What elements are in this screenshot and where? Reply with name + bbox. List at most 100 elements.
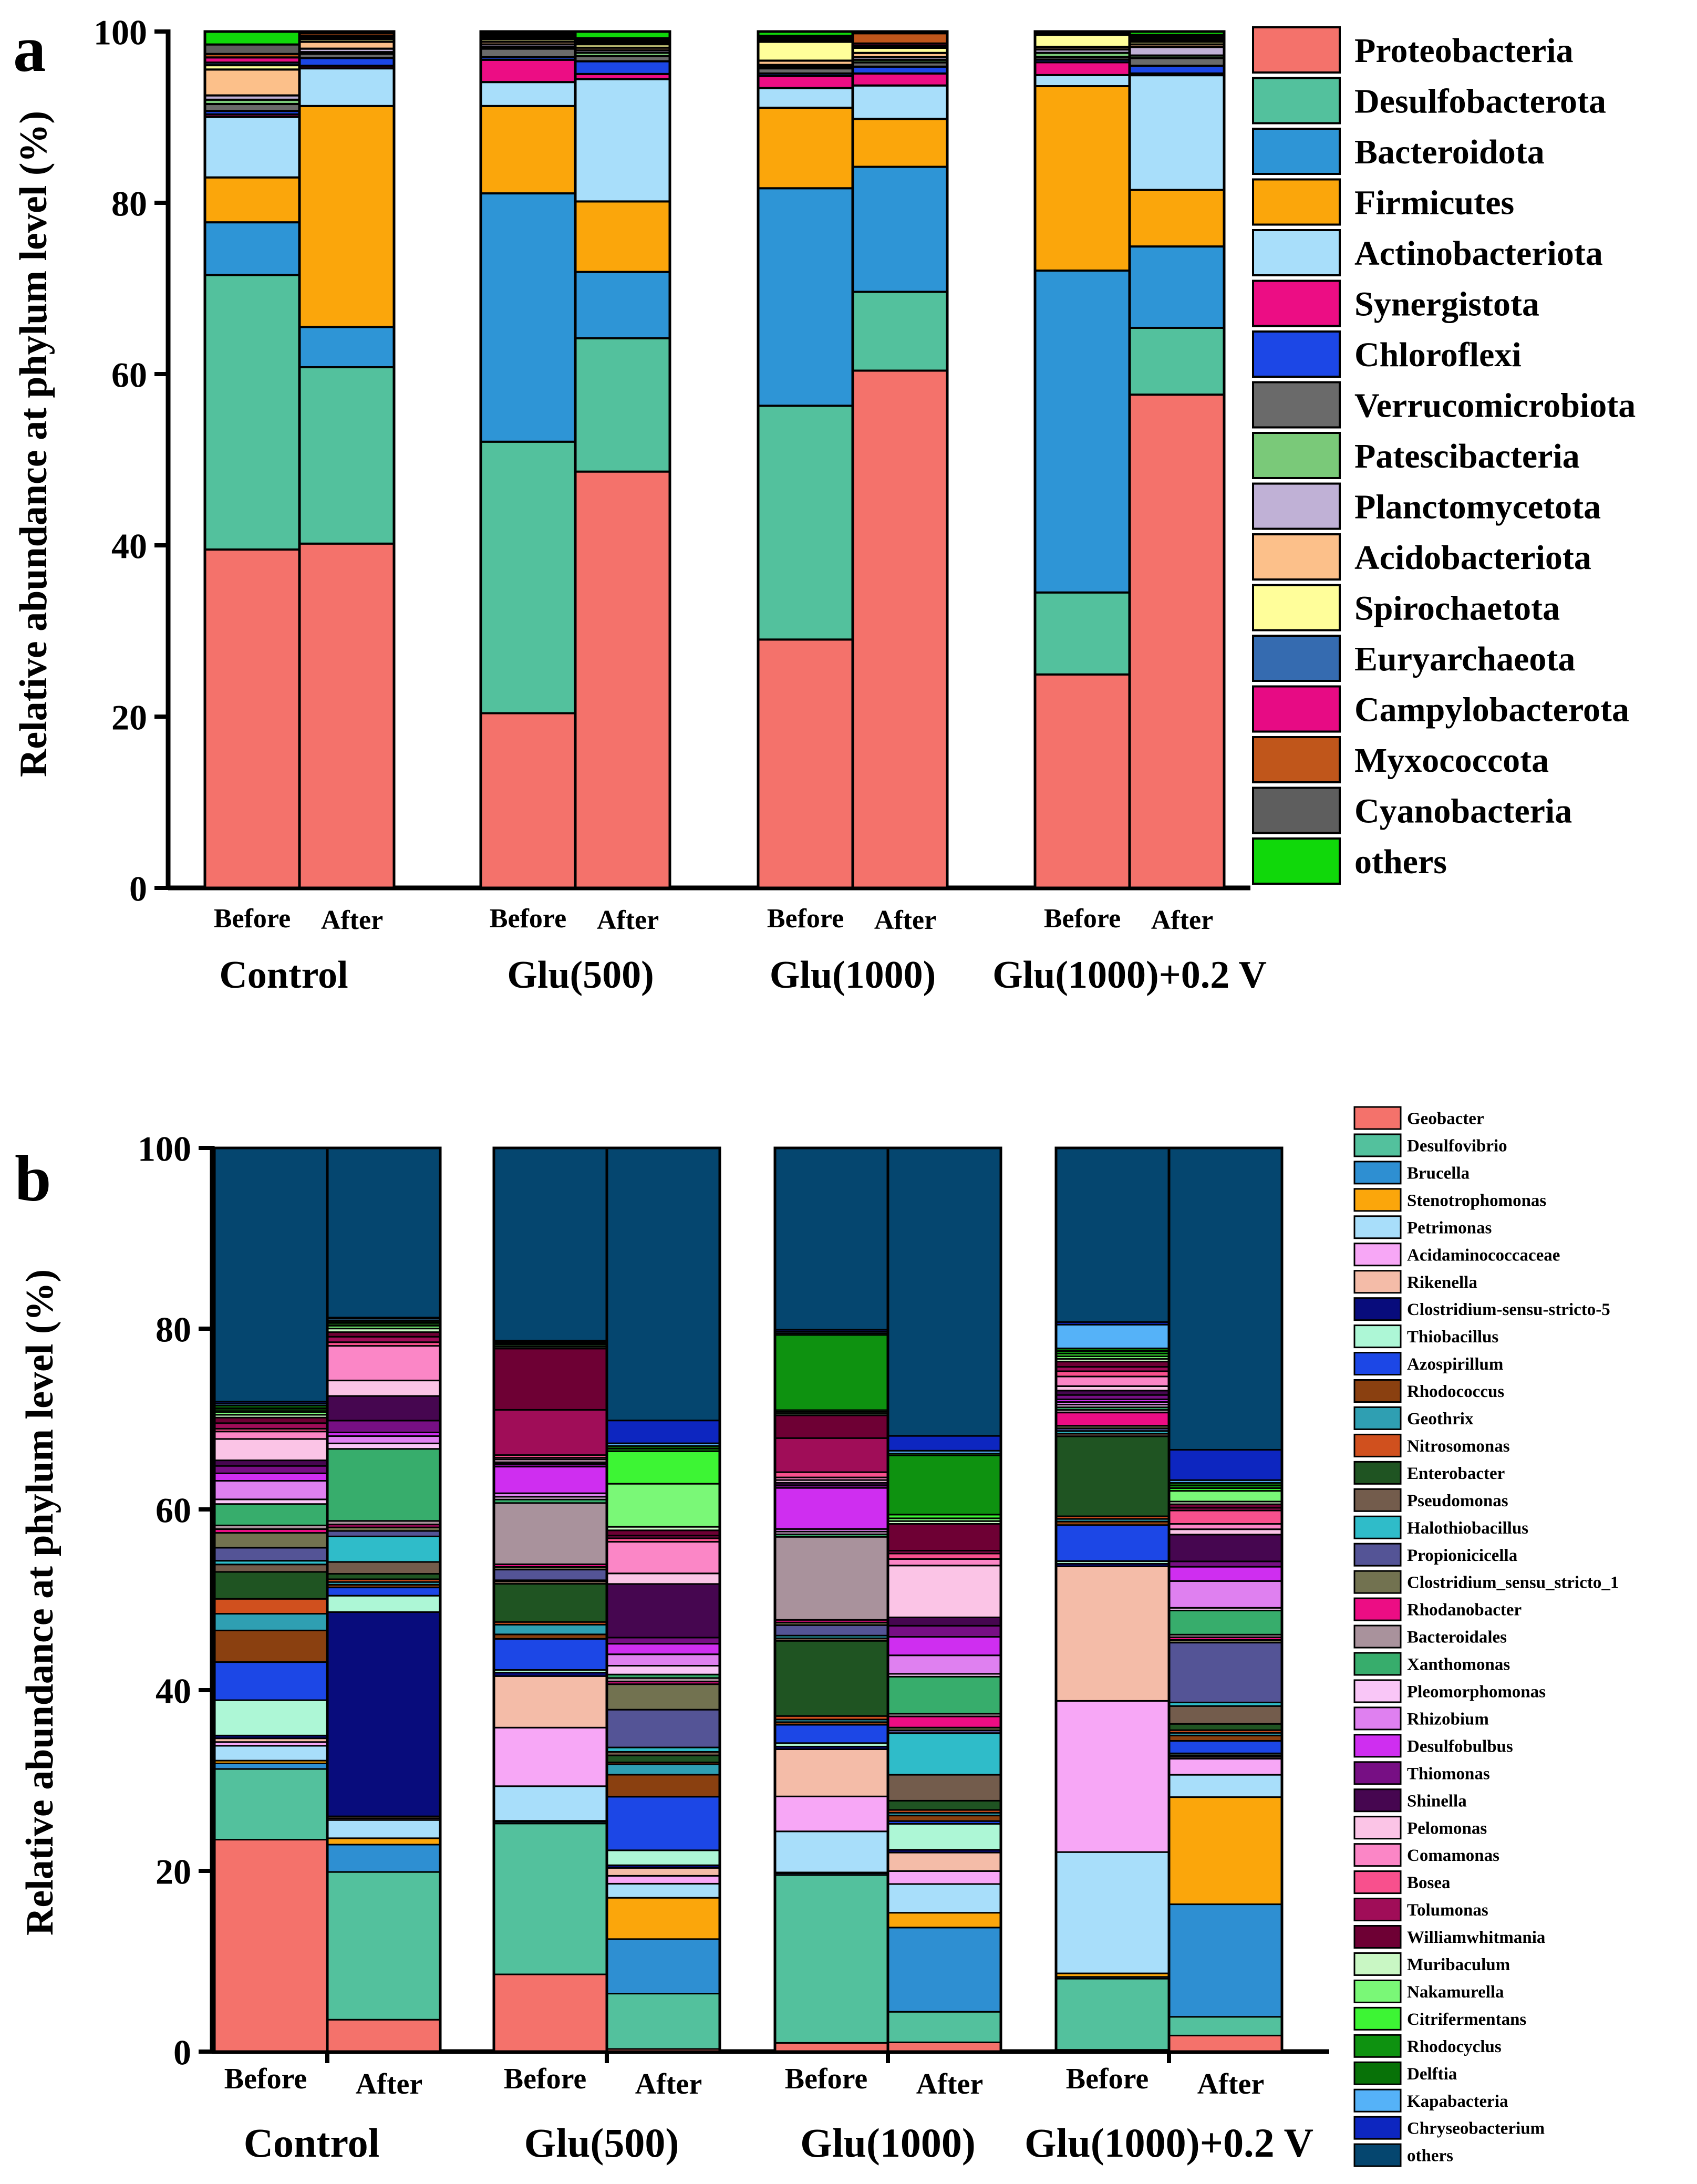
b-legend-label-xanthomonas: Xanthomonas (1407, 1655, 1510, 1674)
b-segment-glu-1000-before-rhodocyclus (774, 1334, 889, 1411)
b-segment-glu-500-before-geothrix (493, 1623, 608, 1636)
a-segment-glu-500-after-firmicutes (574, 200, 671, 273)
panel-b-legend: Geobacter Desulfovibrio Brucella Stenotroph… (1353, 1106, 1619, 2167)
b-legend-label-pelomonas: Pelomonas (1407, 1819, 1487, 1838)
b-bar-control-before (213, 1146, 329, 2053)
a-bar-outline-glu-1000-after (851, 30, 949, 889)
b-segment-glu-500-before-azospirillum (493, 1638, 608, 1671)
b-segment-control-before-desulfobulbus (213, 1472, 328, 1482)
a-segment-glu-1000-before-actinobacteriota (757, 87, 854, 109)
a-segment-glu-1000-0-2-v-before-synergistota (1034, 61, 1131, 76)
b-legend-item-azospirillum: Azospirillum (1353, 1352, 1503, 1376)
b-bar-outline-control-after (326, 1146, 442, 2053)
b-segment-glu-1000-0-2-v-before-rhodanobacter (1055, 1412, 1170, 1427)
b-segment-glu-1000-after-rhodocyclus (887, 1454, 1002, 1516)
a-bar-control-before (203, 30, 301, 889)
b-legend-label-rhizobium: Rhizobium (1407, 1710, 1489, 1728)
b-y-tick-label-60: 60 (156, 1490, 191, 1530)
b-segment-glu-500-after-rikenella (606, 1867, 721, 1877)
b-legend-swatch-rikenella (1353, 1270, 1402, 1294)
b-segment-glu-500-after-williamwhitmania (606, 1529, 721, 1537)
panel-b-plot-area: 0 20 40 60 80 100 Before After Before After Before… (138, 1129, 1329, 2166)
b-legend-label-comamonas: Comamonas (1407, 1846, 1499, 1865)
b-legend-label-pseudomonas: Pseudomonas (1407, 1492, 1508, 1510)
a-bar-outline-glu-500-after (574, 30, 671, 889)
a-legend-swatch-euryarchaeota (1252, 635, 1341, 682)
b-legend-label-desulfobulbus: Desulfobulbus (1407, 1737, 1513, 1756)
b-legend-label-delftia: Delftia (1407, 2065, 1457, 2084)
b-segment-glu-1000-0-2-v-after-acidaminococcaceae (1168, 1758, 1283, 1776)
b-legend-label-clostridium-sensu-stricto-1: Clostridium_sensu_stricto_1 (1407, 1574, 1619, 1592)
a-y-tick-label-0: 0 (129, 868, 147, 908)
a-legend-swatch-bacteroidota (1252, 128, 1341, 175)
a-segment-glu-500-before-proteobacteria (480, 712, 576, 889)
b-legend-swatch-stenotrophomonas (1353, 1188, 1402, 1212)
a-segment-glu-500-after-chloroflexi (574, 60, 671, 75)
b-segment-glu-1000-0-2-v-after-propionicicella (1168, 1642, 1283, 1703)
b-segment-control-after-pseudomonas (326, 1561, 441, 1575)
b-legend-label-rhodococcus: Rhodococcus (1407, 1382, 1504, 1401)
panel-b-y-axis-title: Relative abundance at phylum level (%) (18, 1269, 61, 1935)
a-legend-label-spirochaetota: Spirochaetota (1354, 589, 1560, 628)
b-legend-item-stenotrophomonas: Stenotrophomonas (1353, 1188, 1546, 1212)
a-segment-glu-1000-0-2-v-before-bacteroidota (1034, 270, 1131, 594)
a-bar-label-glu-1000-after: After (874, 905, 936, 935)
a-segment-control-before-cyanobacteria (204, 43, 301, 55)
b-segment-glu-1000-after-halothiobacillus (887, 1732, 1002, 1776)
b-segment-glu-1000-0-2-v-after-xanthomonas (1168, 1609, 1283, 1636)
a-segment-control-before-firmicutes (204, 176, 301, 224)
b-legend-label-stenotrophomonas: Stenotrophomonas (1407, 1191, 1546, 1210)
b-segment-glu-1000-0-2-v-before-williamwhitmania (1055, 1361, 1170, 1368)
b-legend-swatch-rhodanobacter (1353, 1597, 1402, 1621)
a-group-label-glu-1000-0-2-v: Glu(1000)+0.2 V (992, 954, 1267, 997)
b-segment-glu-1000-0-2-v-before-enterobacter (1055, 1435, 1170, 1517)
b-legend-swatch-pelomonas (1353, 1816, 1402, 1840)
b-segment-glu-500-after-geothrix (606, 1763, 721, 1776)
b-legend-swatch-rhizobium (1353, 1706, 1402, 1731)
b-segment-glu-500-after-others (606, 1147, 721, 1422)
b-segment-glu-500-after-thiomonas (606, 1637, 721, 1645)
b-segment-glu-500-after-desulfovibrio (606, 1993, 721, 2050)
b-segment-glu-1000-after-rikenella (887, 1851, 1002, 1872)
b-segment-control-before-pelomonas (213, 1438, 328, 1462)
b-legend-label-others: others (1407, 2147, 1453, 2166)
b-legend-swatch-thiomonas (1353, 1761, 1402, 1785)
a-legend-item-verrucomicrobiota: Verrucomicrobiota (1252, 381, 1636, 429)
a-segment-glu-1000-before-synergistota (757, 75, 854, 89)
a-group-label-glu-1000: Glu(1000) (770, 954, 936, 997)
b-segment-glu-1000-before-desulfovibrio (774, 1874, 889, 2044)
b-segment-glu-1000-after-xanthomonas (887, 1675, 1002, 1715)
a-segment-glu-500-before-synergistota (480, 58, 576, 84)
a-segment-control-before-proteobacteria (204, 548, 301, 889)
b-legend-item-rhodanobacter: Rhodanobacter (1353, 1597, 1522, 1621)
b-legend-swatch-petrimonas (1353, 1215, 1402, 1239)
a-legend-item-others: others (1252, 837, 1447, 885)
b-legend-item-pleomorphomonas: Pleomorphomonas (1353, 1679, 1546, 1703)
b-segment-control-after-geobacter (326, 2019, 441, 2053)
a-legend-item-chloroflexi: Chloroflexi (1252, 330, 1522, 378)
b-segment-control-before-shinella (213, 1460, 328, 1467)
b-legend-item-propionicicella: Propionicicella (1353, 1543, 1517, 1567)
b-segment-control-after-others (326, 1147, 441, 1319)
b-legend-swatch-muribaculum (1353, 1952, 1402, 1976)
a-segment-glu-500-before-actinobacteriota (480, 81, 576, 107)
a-bar-label-glu-1000-before: Before (767, 904, 844, 934)
a-legend-item-desulfobacterota: Desulfobacterota (1252, 77, 1606, 125)
b-segment-glu-1000-0-2-v-after-shinella (1168, 1534, 1283, 1562)
b-segment-glu-500-before-acidaminococcaceae (493, 1726, 608, 1787)
b-legend-swatch-halothiobacillus (1353, 1515, 1402, 1539)
b-legend-item-rhizobium: Rhizobium (1353, 1706, 1489, 1731)
a-segment-glu-1000-0-2-v-after-planctomycetota (1129, 46, 1225, 57)
b-legend-label-chryseobacterium: Chryseobacterium (1407, 2119, 1545, 2138)
b-bar-glu-500-before (492, 1146, 608, 2053)
b-legend-label-azospirillum: Azospirillum (1407, 1355, 1503, 1374)
a-segment-glu-1000-0-2-v-after-chloroflexi (1129, 65, 1225, 75)
a-segment-glu-1000-after-firmicutes (852, 118, 948, 168)
b-legend-swatch-nitrosomonas (1353, 1433, 1402, 1457)
a-segment-glu-1000-0-2-v-before-spirochaetota (1034, 34, 1131, 48)
a-bar-label-control-after: After (321, 905, 383, 935)
b-segment-glu-500-before-petrimonas (493, 1785, 608, 1822)
b-segment-glu-1000-0-2-v-before-petrimonas (1055, 1851, 1170, 1974)
a-segment-control-after-firmicutes (298, 105, 395, 328)
a-legend-swatch-others (1252, 837, 1341, 885)
